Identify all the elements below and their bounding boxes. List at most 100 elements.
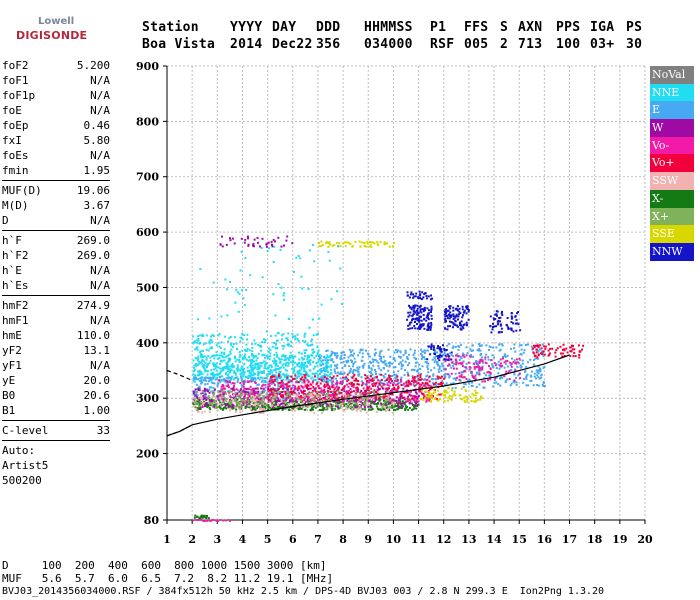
echo-point-vo-	[235, 388, 238, 391]
echo-point-e	[193, 377, 196, 380]
echo-point-nnw	[438, 356, 441, 359]
echo-point-x-	[287, 408, 290, 411]
echo-point-w	[272, 238, 275, 241]
echo-point-nne	[287, 344, 290, 347]
echo-point-w	[271, 406, 274, 409]
echo-point-nnw	[436, 347, 439, 350]
echo-point-x-	[404, 401, 407, 403]
echo-point-vo-	[382, 396, 385, 398]
echo-point-nnw	[446, 353, 449, 356]
echo-point-vo-	[460, 362, 463, 365]
echo-point-nne	[226, 374, 229, 377]
echo-point-x-	[308, 401, 311, 404]
echo-point-nne	[211, 355, 214, 358]
echo-point-vo-	[291, 378, 294, 381]
echo-point-vo-	[233, 389, 236, 392]
echo-point-e	[514, 350, 517, 353]
echo-point-e	[196, 394, 199, 397]
echo-point-nne	[242, 297, 245, 300]
echo-point-sse	[474, 389, 477, 392]
echo-point-x-	[312, 405, 315, 408]
echo-point-x-	[244, 397, 247, 399]
echo-point-e	[363, 362, 366, 365]
echo-point-ssw	[340, 405, 343, 408]
echo-point-e	[343, 356, 346, 359]
echo-point-x-	[257, 405, 260, 408]
echo-point-vo-	[307, 396, 310, 399]
echo-point-ssw	[242, 392, 245, 395]
echo-point-vo-	[453, 367, 455, 370]
echo-point-w	[331, 405, 334, 408]
echo-point-w	[274, 403, 277, 406]
echo-point-ssw	[301, 402, 304, 405]
echo-point-nne	[227, 354, 230, 357]
echo-point-e	[515, 376, 517, 379]
echo-point-x-	[224, 402, 227, 405]
echo-point-sse	[475, 399, 477, 402]
param-name: foF2	[2, 59, 29, 72]
echo-point-e	[334, 372, 337, 375]
echo-point-nnw	[420, 315, 423, 318]
echo-point-nnw	[412, 313, 415, 315]
echo-point-nne	[290, 354, 293, 357]
echo-point-e	[368, 360, 371, 363]
echo-point-sse	[430, 400, 432, 403]
echo-point-e	[387, 377, 390, 380]
echo-point-x-	[394, 399, 396, 402]
echo-point-nnw	[429, 325, 432, 328]
echo-point-ssw	[344, 393, 346, 396]
echo-point-ssw	[391, 402, 394, 405]
echo-point-nne	[270, 369, 273, 372]
echo-point-e	[377, 365, 380, 367]
echo-point-e	[419, 367, 421, 370]
echo-point-w	[286, 235, 289, 238]
param-row: foE N/A	[2, 103, 110, 118]
echo-point-x-	[271, 402, 274, 405]
echo-point-vo-	[457, 362, 460, 365]
echo-point-vo-	[280, 385, 283, 388]
echo-point-x-	[246, 392, 248, 395]
echo-point-nne	[254, 378, 257, 381]
echo-point-w	[386, 388, 389, 391]
echo-point-e	[343, 364, 346, 367]
echo-point-x-	[308, 392, 311, 395]
echo-point-w	[194, 388, 197, 391]
echo-point-vo-	[458, 375, 461, 378]
echo-point-e	[493, 356, 496, 359]
x-tick-label: 2	[188, 533, 196, 546]
echo-point-x-	[310, 408, 313, 411]
echo-point-x-	[236, 398, 239, 401]
echo-point-vo-	[533, 344, 535, 347]
echo-point-e	[489, 366, 492, 369]
echo-point-x-	[356, 398, 359, 401]
echo-point-x-	[303, 408, 306, 411]
echo-point-vo-	[488, 365, 490, 367]
echo-point-ssw	[249, 399, 252, 402]
echo-point-e	[465, 367, 468, 370]
echo-point-vo-	[541, 352, 543, 355]
header-row2-cell-4: 034000	[364, 37, 413, 52]
echo-point-sse	[442, 394, 445, 397]
echo-point-ssw	[324, 407, 327, 410]
echo-point-e	[471, 381, 474, 384]
echo-point-nne	[263, 341, 266, 344]
echo-point-x-	[320, 409, 323, 412]
echo-point-ssw	[271, 399, 274, 402]
echo-point-x-	[327, 392, 330, 395]
echo-point-nne	[238, 292, 241, 295]
echo-point-x-	[316, 404, 319, 407]
profile-curve-lower-branch	[166, 424, 193, 437]
legend-item-w: W	[650, 119, 694, 137]
echo-point-nne	[292, 357, 295, 360]
echo-point-nne	[316, 381, 319, 384]
echo-point-x-	[380, 409, 383, 412]
echo-point-e	[252, 378, 255, 381]
echo-point-e	[251, 377, 254, 380]
echo-point-nnw	[449, 305, 452, 308]
param-name: yF1	[2, 359, 22, 372]
echo-point-ssw	[311, 395, 314, 398]
echo-point-nne	[275, 371, 278, 374]
echo-point-e	[210, 386, 213, 389]
echo-point-vo-	[478, 362, 481, 364]
echo-point-nnw	[465, 324, 468, 327]
